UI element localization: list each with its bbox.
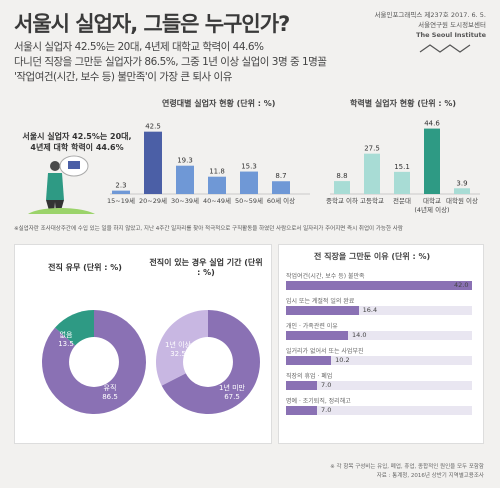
reason-bar [286,381,317,390]
age-bar [176,165,194,194]
age-bar [240,171,258,194]
age-value-label: 2.3 [115,182,126,190]
age-category-label: 60세 이상 [267,196,295,205]
edu-category-sublabel: (4년제 이상) [414,205,449,214]
reason-label: 작업여건(시간, 보수 등) 불만족 [286,273,365,280]
age-value-label: 11.8 [209,168,225,176]
headline-2: 다니던 직장을 그만둔 실업자가 86.5%, 그중 1년 이상 실업이 3명 … [14,56,327,68]
donut1-title: 전직 유무 (단위 : %) [48,263,122,272]
edu-bar [454,188,470,194]
source-line-1: ※ 각 항목 구성비는 유입, 폐업, 휴업, 종합적인 원인을 모두 포함함 [330,464,484,470]
reason-bar [286,331,348,340]
donut2-title: 전직이 있는 경우 실업 기간 (단위 : %) [149,258,263,277]
document-icon [68,161,80,169]
age-bar [112,190,130,194]
reason-value-label: 7.0 [321,406,332,414]
edu-bar [424,128,440,194]
age-chart-title: 연령대별 실업자 현황 (단위 : %) [162,99,276,108]
footnote: ※실업자란 조사대상주간에 수입 있는 일을 하지 않았고, 지난 4주간 일자… [14,226,403,232]
reason-bar-track [286,356,472,365]
edu-value-label: 3.9 [456,179,467,187]
reasons-chart-title: 전 직장을 그만둔 이유 (단위 : %) [314,252,431,261]
edu-value-label: 27.5 [364,145,380,153]
reason-value-label: 10.2 [335,356,350,364]
edu-value-label: 44.6 [424,120,440,128]
donut-slice-value: 13.5 [58,340,74,348]
reason-bar [286,356,332,365]
meta-center: 서울연구원 도시정보센터 [418,21,486,29]
donut-slice-label: 1년 미만 [219,383,246,392]
person-caption: 서울시 실업자 42.5%는 20대, 4년제 대학 학력이 44.6% [22,132,132,152]
reason-bar [286,306,359,315]
donut-hole [183,337,233,387]
edu-chart-title: 학력별 실업자 현황 (단위 : %) [350,99,457,108]
edu-category-label: 전문대 [393,196,411,205]
reason-label: 임시 또는 계절적 일의 완료 [286,298,355,305]
reason-bar-track [286,331,472,340]
ground-icon [28,208,95,214]
reason-value-label: 16.4 [362,306,378,314]
donut-slice-value: 32.5 [170,350,186,358]
edu-bar [364,153,380,194]
headline-3: '작업여건(시간, 보수 등) 불만족'이 가장 큰 퇴사 이유 [14,71,232,83]
age-value-label: 42.5 [145,123,161,131]
age-value-label: 8.7 [275,172,286,180]
age-bar [144,131,162,194]
donut-hole [69,337,119,387]
reason-label: 일거리가 없어서 또는 사업부진 [286,348,364,355]
reason-label: 개인 · 가족관련 이유 [286,323,338,330]
age-category-label: 50~59세 [235,196,263,205]
publication-meta: 서울인포그래픽스 제237호 2017. 6. 5. 서울연구원 도시정보센터 … [375,10,486,40]
reason-bar [286,406,317,415]
person-head-icon [50,161,60,171]
donut-slice-value: 67.5 [224,393,240,401]
edu-category-label: 대학교 [423,196,441,205]
reason-label: 직장의 휴업 · 폐업 [286,373,333,380]
edu-category-label: 중학교 이하 [326,196,358,205]
edu-value-label: 15.1 [394,163,410,171]
age-category-label: 15~19세 [107,196,135,205]
edu-category-label: 대학원 이상 [446,196,478,205]
source-line-2: 자료 : 통계청, 2016년 상반기 지역별고용조사 [376,473,484,479]
meta-institute: The Seoul Institute [416,31,486,39]
age-category-label: 20~29세 [139,196,167,205]
upper-charts: 2.3 15~19세 42.5 20~29세 19.3 30~39세 11.8 40~49세 1… [107,120,480,214]
reason-bar [286,281,472,290]
donut-slice-value: 86.5 [102,393,118,401]
age-value-label: 15.3 [241,163,257,171]
donut-slice-label: 유직 [104,383,117,392]
age-category-label: 40~49세 [203,196,231,205]
person-body-icon [46,173,64,200]
age-bar [272,181,290,194]
reason-value-label: 42.0 [454,281,469,289]
edu-bar [394,171,410,194]
reason-bar-track [286,381,472,390]
edu-category-label: 고등학교 [360,196,384,205]
donut-slice-label: 없음 [60,331,73,339]
reason-bar-track [286,306,472,315]
headline-1: 서울시 실업자 42.5%는 20대, 4년제 대학교 학력이 44.6% [14,41,264,53]
person-illustration [28,155,95,214]
reason-value-label: 14.0 [352,331,367,339]
reason-label: 명예 · 조기퇴직, 정리해고 [286,398,351,405]
age-category-label: 30~39세 [171,196,199,205]
source-note: ※ 각 항목 구성비는 유입, 폐업, 휴업, 종합적인 원인을 모두 포함함 … [330,463,484,481]
edu-bar [334,181,350,194]
donut-slice-label: 1년 이상 [165,340,192,349]
reason-bar-track [286,406,472,415]
age-bar [208,176,226,194]
reason-value-label: 7.0 [321,381,332,389]
edu-value-label: 8.8 [336,172,347,180]
institute-logo [419,44,471,53]
age-value-label: 19.3 [177,157,193,165]
page-title: 서울시 실업자, 그들은 누구인가? [14,12,290,36]
meta-issue: 서울인포그래픽스 제237호 2017. 6. 5. [374,11,486,19]
